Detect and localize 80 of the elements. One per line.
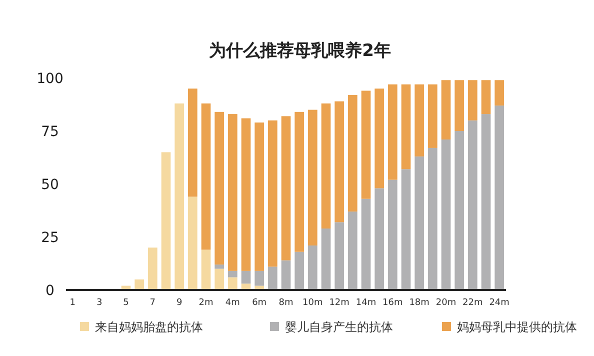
- x-tick-label: 2m: [198, 298, 214, 308]
- bar: [441, 139, 451, 290]
- bar: [348, 212, 358, 290]
- bar: [254, 270, 264, 286]
- bar: [214, 112, 224, 265]
- bar: [481, 80, 491, 114]
- bar: [174, 103, 184, 290]
- bar: [201, 103, 211, 250]
- bar: [468, 80, 478, 120]
- bar: [401, 84, 411, 170]
- bar: [494, 106, 504, 290]
- bar: [388, 180, 398, 290]
- bar: [481, 114, 491, 290]
- bar: [268, 120, 278, 267]
- x-tick-label: 4m: [225, 298, 240, 308]
- bar: [148, 248, 158, 290]
- x-tick-label: 18m: [409, 298, 430, 308]
- x-tick-label: 12m: [329, 298, 350, 308]
- legend-label: 来自妈妈胎盘的抗体: [95, 320, 203, 334]
- x-tick-label: 9: [176, 298, 182, 308]
- bar: [161, 152, 171, 290]
- legend-label: 妈妈母乳中提供的抗体: [457, 320, 577, 334]
- bar: [241, 118, 251, 271]
- x-tick-label: 24m: [489, 298, 510, 308]
- bar: [188, 196, 198, 290]
- x-tick-label: 5: [123, 298, 129, 308]
- bar: [374, 188, 384, 290]
- bar: [214, 264, 224, 269]
- legend-label: 婴儿自身产生的抗体: [285, 320, 393, 334]
- x-tick-label: 3: [96, 298, 102, 308]
- x-tick-label: 6m: [252, 298, 267, 308]
- bar: [294, 252, 304, 290]
- bar: [348, 94, 358, 212]
- x-tick-label: 8m: [278, 298, 294, 308]
- x-tick-label: 16m: [382, 298, 403, 308]
- bar: [228, 277, 238, 290]
- bar: [281, 116, 291, 260]
- bar: [228, 114, 238, 271]
- bar: [188, 88, 198, 197]
- y-tick-label: 50: [41, 177, 59, 193]
- y-tick-label: 0: [46, 283, 54, 299]
- bar: [201, 250, 211, 290]
- y-tick-label: 75: [41, 124, 59, 140]
- bar: [428, 148, 438, 290]
- x-tick-label: 1: [70, 298, 76, 308]
- bar: [308, 245, 318, 290]
- bar: [388, 84, 398, 180]
- bar: [134, 279, 144, 290]
- bar: [468, 120, 478, 290]
- x-tick-label: 20m: [436, 298, 456, 308]
- bar: [454, 131, 464, 290]
- bar: [254, 122, 264, 271]
- bar: [454, 80, 464, 131]
- y-tick-label: 25: [41, 230, 59, 246]
- bar: [361, 198, 371, 290]
- chart-title: 为什么推荐母乳喂养2年: [209, 41, 391, 61]
- bar: [294, 112, 304, 252]
- x-tick-label: 22m: [462, 298, 483, 308]
- bar: [414, 84, 424, 156]
- bar: [334, 222, 344, 290]
- bar: [268, 266, 278, 290]
- bar: [374, 88, 384, 188]
- x-tick-label: 7: [150, 298, 156, 308]
- x-tick-label: 10m: [302, 298, 323, 308]
- bar: [334, 101, 344, 222]
- y-tick-label: 100: [36, 71, 64, 87]
- x-tick-label: 14m: [356, 298, 376, 308]
- bar: [428, 84, 438, 148]
- bar: [281, 260, 291, 290]
- bar: [494, 80, 504, 106]
- bar: [361, 90, 371, 199]
- bar: [414, 156, 424, 290]
- bar: [321, 228, 331, 290]
- bar: [241, 270, 251, 284]
- bar: [321, 103, 331, 229]
- bar: [228, 270, 238, 278]
- bar: [214, 268, 224, 290]
- bar: [308, 110, 318, 246]
- bar: [401, 169, 411, 290]
- bar: [441, 80, 451, 140]
